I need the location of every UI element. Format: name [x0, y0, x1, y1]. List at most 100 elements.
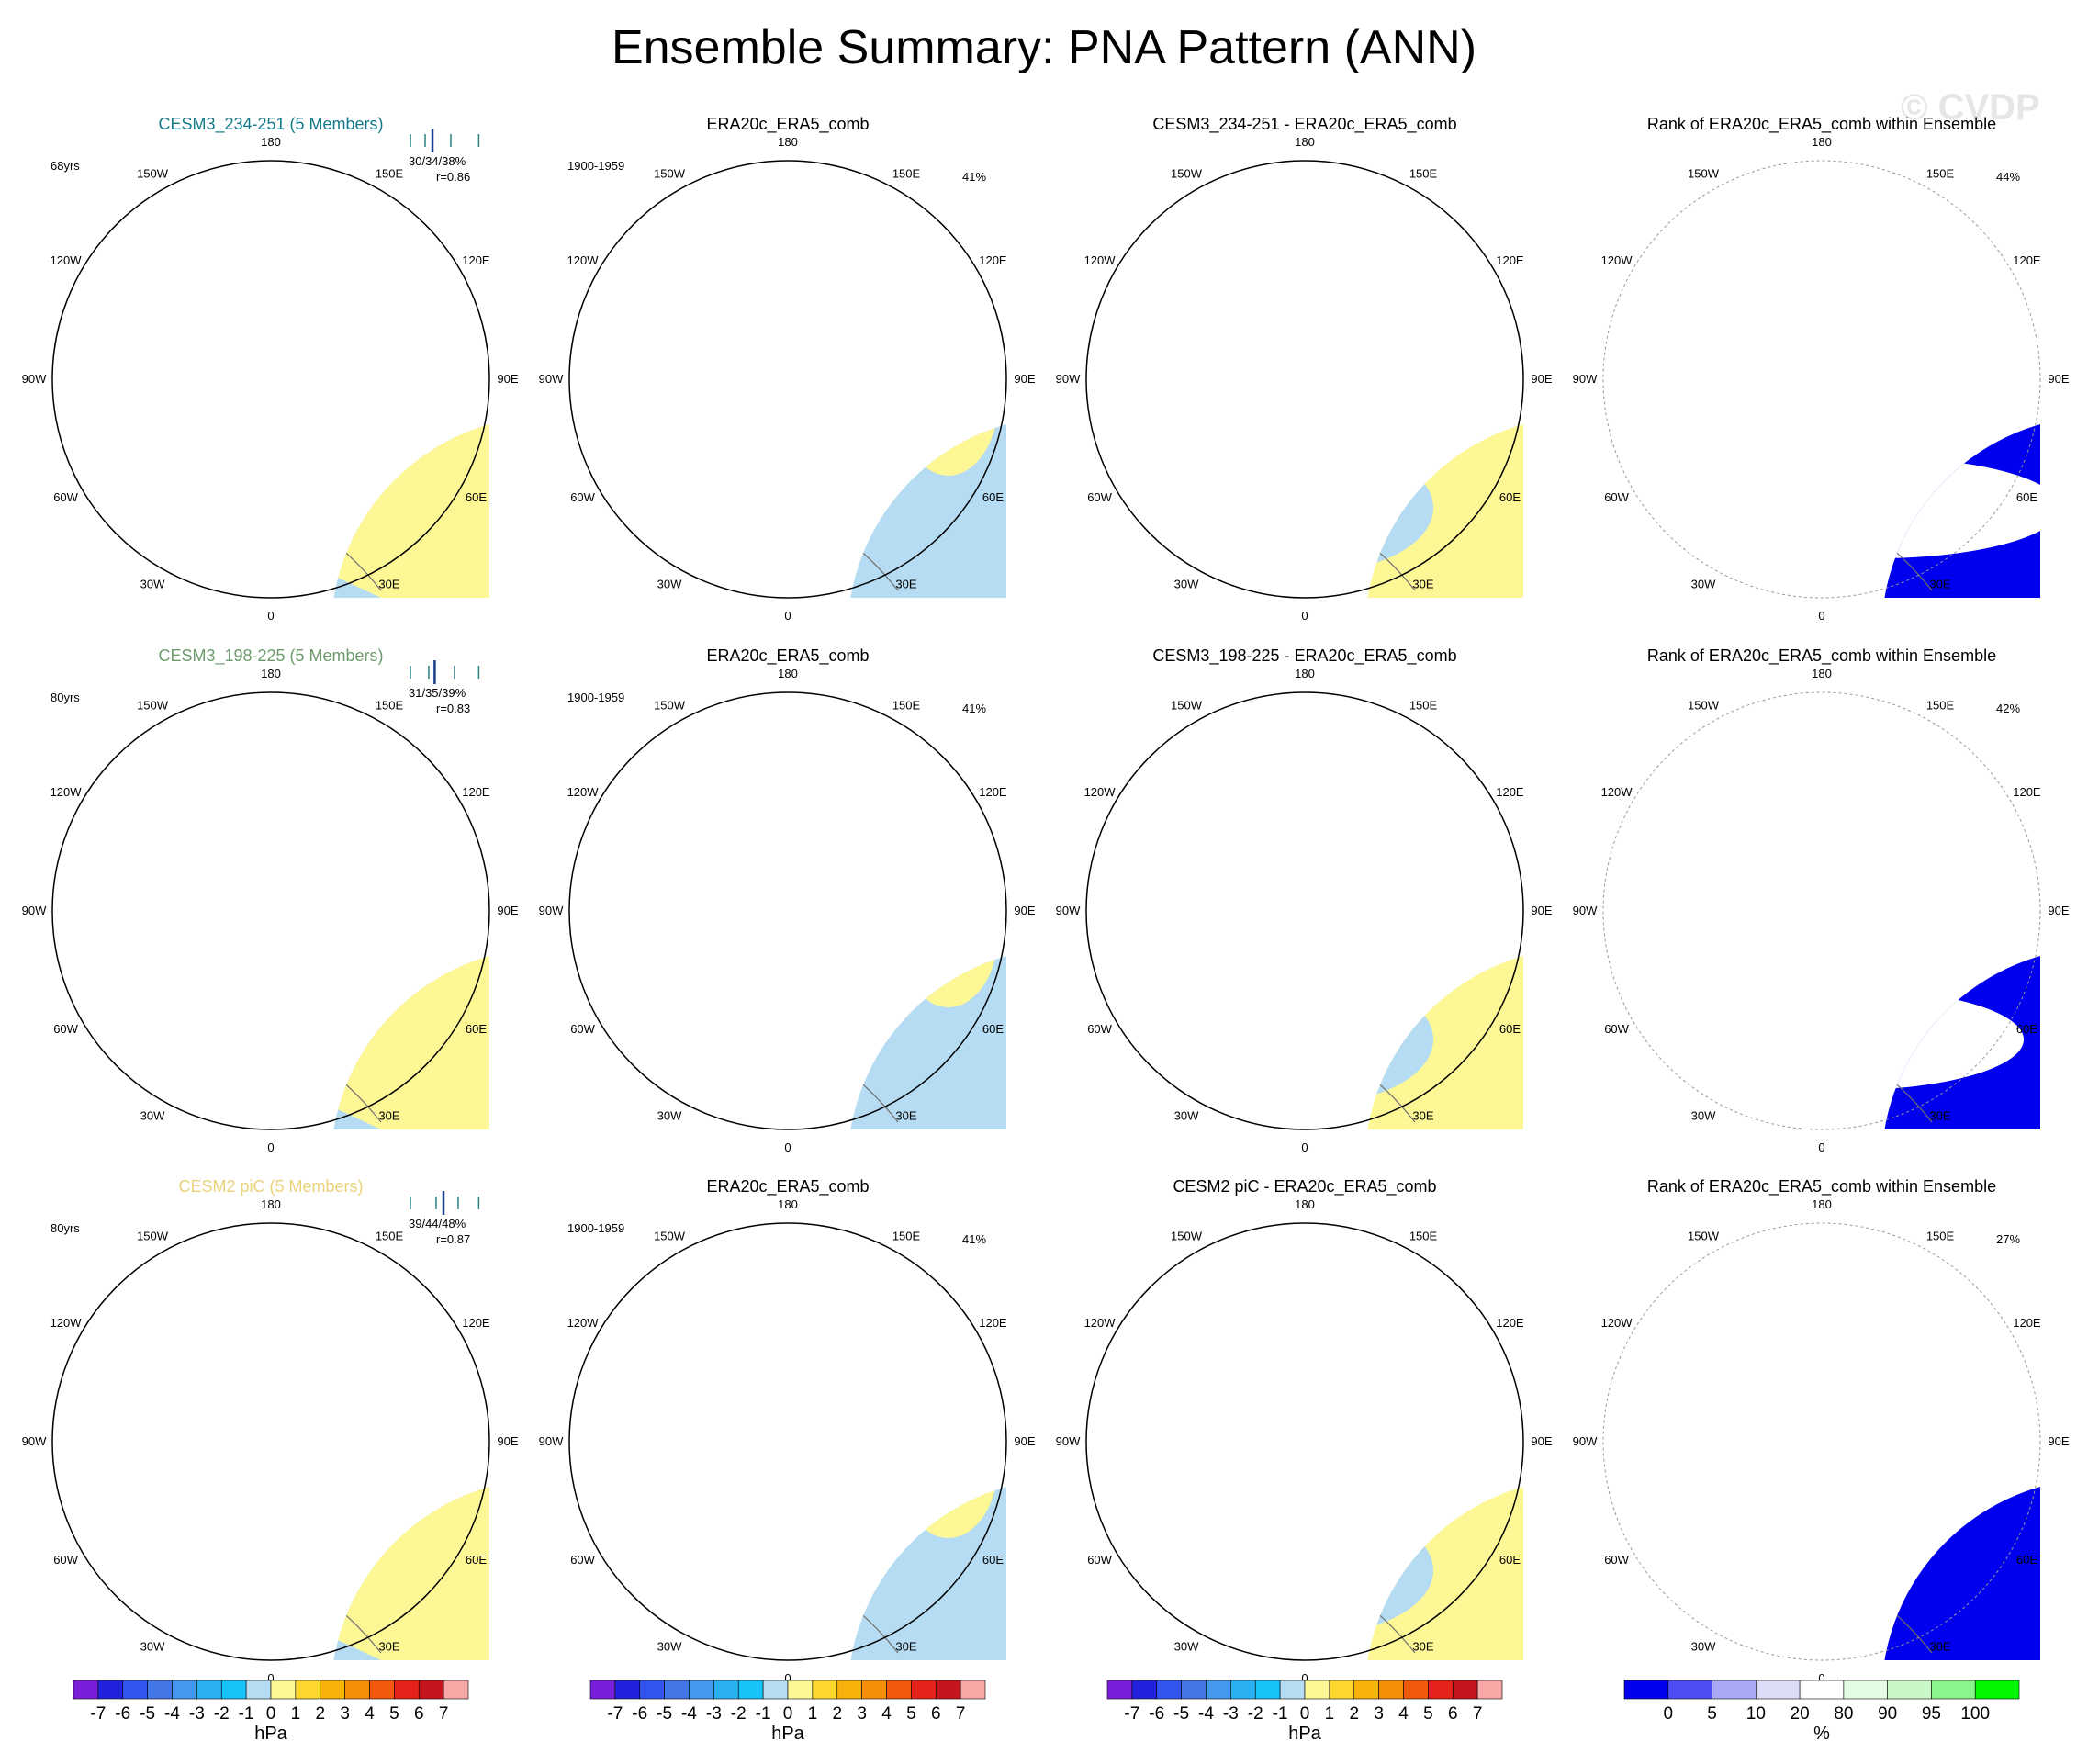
- negative-core: [170, 1288, 271, 1347]
- longitude-label: 90E: [1531, 904, 1552, 917]
- longitude-label: 0: [1818, 1140, 1824, 1154]
- positive-center: [1285, 320, 1343, 393]
- positive-region: [567, 865, 641, 929]
- ens-map-2: 180 150E 120E 90E 60E 30E 0 30W 60W 90W 120W 150W: [22, 667, 519, 1154]
- negative-region: [1259, 136, 1571, 237]
- rank-map-2: 180 150E 120E 90E 60E 30E 0 30W 60W 90W 120W 150W: [1573, 667, 2070, 1154]
- colorbar-swatch: [344, 1680, 370, 1700]
- map-border: [1602, 1222, 2041, 1661]
- longitude-label: 30E: [1929, 1639, 1950, 1653]
- positive-region: [331, 1478, 489, 1660]
- colorbar-tick-label: -7: [607, 1704, 623, 1724]
- negative-center: [115, 1267, 298, 1368]
- colorbar-tick-label: -4: [1198, 1704, 1214, 1724]
- colorbar-swatch: [836, 1680, 862, 1700]
- positive-region: [678, 856, 843, 1067]
- rank-mid-region: [1803, 214, 1969, 287]
- colorbar-tick-label: 2: [832, 1704, 842, 1724]
- longitude-label: 30E: [378, 1639, 399, 1653]
- background-negative: [848, 416, 1006, 598]
- watermark: © CVDP: [1901, 87, 2040, 128]
- longitude-label: 180: [778, 135, 798, 149]
- colorbar-tick-label: 2: [315, 1704, 325, 1724]
- rank-mid-region: [1565, 113, 1803, 223]
- colorbar-swatch: [1206, 1680, 1231, 1700]
- colorbar-unit: hPa: [771, 1724, 804, 1744]
- longitude-label: 60E: [2016, 1022, 2037, 1036]
- negative-core: [728, 767, 792, 807]
- negative-region: [1259, 668, 1571, 769]
- colorbar-swatch: [73, 1680, 99, 1700]
- colorbar-tick-label: -6: [632, 1704, 647, 1724]
- positive-region: [52, 1405, 326, 1660]
- colorbar-tick-label: 0: [266, 1704, 276, 1724]
- longitude-label: 60W: [53, 1553, 78, 1567]
- years-label: 80yrs: [51, 691, 80, 704]
- longitude-label: 150W: [1171, 699, 1203, 713]
- colorbar-swatch: [1254, 1680, 1281, 1700]
- longitude-label: 60W: [1087, 1022, 1112, 1036]
- colorbar-1: -7 -6 -5 -4 -3 -2 -1 0 1 2 3 4 5 6 7 hPa: [73, 1680, 469, 1744]
- period-label: 1900-1959: [567, 159, 625, 173]
- longitude-label: 60W: [570, 1553, 595, 1567]
- negative-region: [1259, 1198, 1571, 1299]
- longitude-label: 120W: [1084, 1316, 1117, 1330]
- colorbar-tick-label: 4: [365, 1704, 375, 1724]
- colorbar-tick-label: -1: [756, 1704, 771, 1724]
- longitude-label: 30W: [140, 577, 165, 590]
- map-border: [51, 691, 490, 1130]
- longitude-label: 30E: [895, 1639, 916, 1653]
- colorbar-swatch: [1623, 1680, 1669, 1700]
- longitude-label: 90W: [539, 372, 564, 386]
- positive-region: [331, 1478, 386, 1520]
- colorbar-tick-label: -3: [1223, 1704, 1239, 1724]
- longitude-label: 90E: [1531, 372, 1552, 386]
- positive-region: [52, 874, 326, 1129]
- longitude-label: 180: [261, 135, 281, 149]
- negative-center: [659, 1267, 861, 1377]
- colorbar-tick-label: -2: [731, 1704, 747, 1724]
- negative-region: [1364, 444, 1433, 572]
- colorbar-tick-label: 3: [857, 1704, 867, 1724]
- longitude-label: 120W: [1601, 253, 1633, 267]
- rank-high-region: [1611, 1561, 1813, 1671]
- longitude-label: 90W: [1573, 904, 1598, 917]
- rank-percent: 44%: [1996, 170, 2021, 184]
- colorbar-swatch: [664, 1680, 690, 1700]
- longitude-label: 30E: [895, 1108, 916, 1122]
- colorbar-swatch: [369, 1680, 395, 1700]
- negative-center: [115, 736, 298, 837]
- map-border: [1085, 1222, 1524, 1661]
- colorbar-swatch: [861, 1680, 887, 1700]
- colorbar-swatch: [1353, 1680, 1379, 1700]
- longitude-label: 30W: [1174, 577, 1199, 590]
- positive-center: [1285, 851, 1343, 925]
- pattern-percent: 41%: [962, 702, 987, 715]
- positive-region: [678, 1387, 843, 1598]
- colorbar-swatch: [1156, 1680, 1182, 1700]
- longitude-label: 30W: [140, 1639, 165, 1653]
- background-negative: [848, 1478, 1006, 1660]
- longitude-label: 120E: [462, 253, 490, 267]
- longitude-label: 150W: [1171, 167, 1203, 181]
- longitude-label: 0: [1301, 609, 1308, 623]
- colorbar-tick-label: 95: [1922, 1704, 1941, 1724]
- colorbar-tick-label: 7: [1473, 1704, 1483, 1724]
- colorbar-swatch: [1403, 1680, 1429, 1700]
- colorbar-tick-label: 6: [1448, 1704, 1458, 1724]
- diff-map-1: 180 150E 120E 90E 60E 30E 0 30W 60W 90W 120W 150W: [1056, 135, 1571, 623]
- longitude-label: 90E: [1014, 372, 1035, 386]
- longitude-label: 150E: [1409, 1230, 1438, 1243]
- colorbar-swatch: [935, 1680, 961, 1700]
- rank-high-region: [1757, 1272, 1868, 1336]
- longitude-label: 150W: [137, 1230, 169, 1243]
- colorbar-swatch: [1799, 1680, 1845, 1700]
- longitude-label: 0: [267, 1140, 274, 1154]
- longitude-label: 90W: [1573, 1434, 1598, 1448]
- longitude-label: 120E: [1496, 1316, 1524, 1330]
- longitude-label: 120E: [979, 1316, 1007, 1330]
- colorbar-swatch: [1974, 1680, 2020, 1700]
- longitude-label: 120W: [567, 253, 600, 267]
- main-title: Ensemble Summary: PNA Pattern (ANN): [611, 21, 1477, 74]
- colorbar-swatch: [689, 1680, 714, 1700]
